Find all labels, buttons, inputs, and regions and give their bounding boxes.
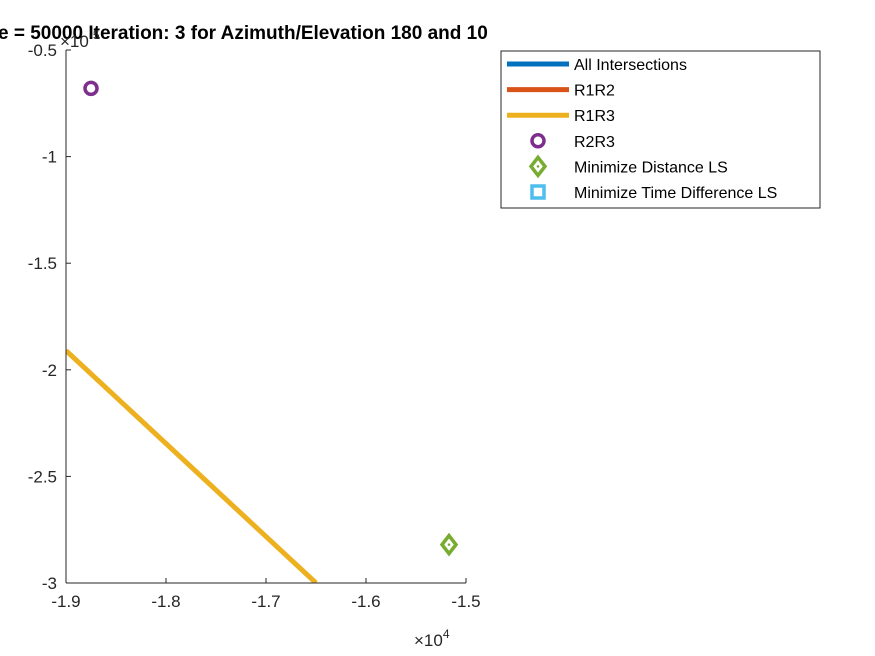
plot-data xyxy=(66,80,459,583)
data-point-minimize-distance-ls xyxy=(439,532,459,557)
legend-marker-minimize-time-difference-ls xyxy=(530,184,546,200)
legend-label-all-intersections: All Intersections xyxy=(574,57,687,74)
y-tick-label: -1.5 xyxy=(28,254,57,273)
legend-marker-r2r3 xyxy=(530,133,546,149)
legend: All Intersections R1R2 R1R3 R2R3 Minimize Di… xyxy=(500,50,821,209)
legend-box xyxy=(500,50,821,209)
legend-marker-minimize-distance-ls-dot xyxy=(536,165,540,168)
x-tick-label: -1.8 xyxy=(151,592,180,611)
y-tick-label: -3 xyxy=(42,574,57,593)
legend-label-r1r3: R1R3 xyxy=(574,108,615,125)
y-ticks: -0.5 -1 -1.5 -2 -2.5 -3 xyxy=(28,41,71,593)
series-line-r1r3 xyxy=(66,348,318,583)
x-tick-label: -1.9 xyxy=(51,592,80,611)
data-point-r2r3-ring xyxy=(83,80,99,97)
legend-marker-r2r3-ring xyxy=(530,133,546,149)
x-tick-label: -1.6 xyxy=(351,592,380,611)
legend-marker-minimize-distance-ls-diamond xyxy=(528,154,548,179)
legend-marker-minimize-time-difference-ls-square xyxy=(530,184,546,200)
x-tick-label: -1.7 xyxy=(251,592,280,611)
axes xyxy=(65,50,466,584)
legend-label-minimize-time-difference-ls: Minimize Time Difference LS xyxy=(574,185,777,202)
data-point-minimize-distance-ls-dot xyxy=(447,543,451,546)
x-ticks: -1.9 -1.8 -1.7 -1.6 -1.5 xyxy=(51,578,481,611)
y-exponent-power: -5 xyxy=(89,28,100,42)
y-tick-label: -2.5 xyxy=(28,467,57,486)
y-tick-label: -0.5 xyxy=(28,41,57,60)
x-exponent-power: 4 xyxy=(443,627,450,641)
legend-marker-minimize-time-difference-ls-dot xyxy=(536,190,540,194)
x-exponent-base: ×10 xyxy=(414,631,443,650)
data-point-minimize-distance-ls-diamond xyxy=(439,532,459,557)
legend-label-r1r2: R1R2 xyxy=(574,83,615,100)
legend-marker-minimize-distance-ls xyxy=(528,154,548,179)
legend-label-minimize-distance-ls: Minimize Distance LS xyxy=(574,159,728,176)
x-tick-label: -1.5 xyxy=(451,592,480,611)
legend-label-r2r3: R2R3 xyxy=(574,134,615,151)
chart-title: e = 50000 Iteration: 3 for Azimuth/Eleva… xyxy=(0,23,488,44)
y-exponent-label: ×10-5 xyxy=(60,28,100,51)
y-exponent-base: ×10 xyxy=(60,32,89,51)
y-tick-label: -2 xyxy=(42,361,57,380)
y-tick-label: -1 xyxy=(42,148,57,167)
data-point-r2r3 xyxy=(83,80,99,97)
x-exponent-label: ×104 xyxy=(414,627,450,650)
